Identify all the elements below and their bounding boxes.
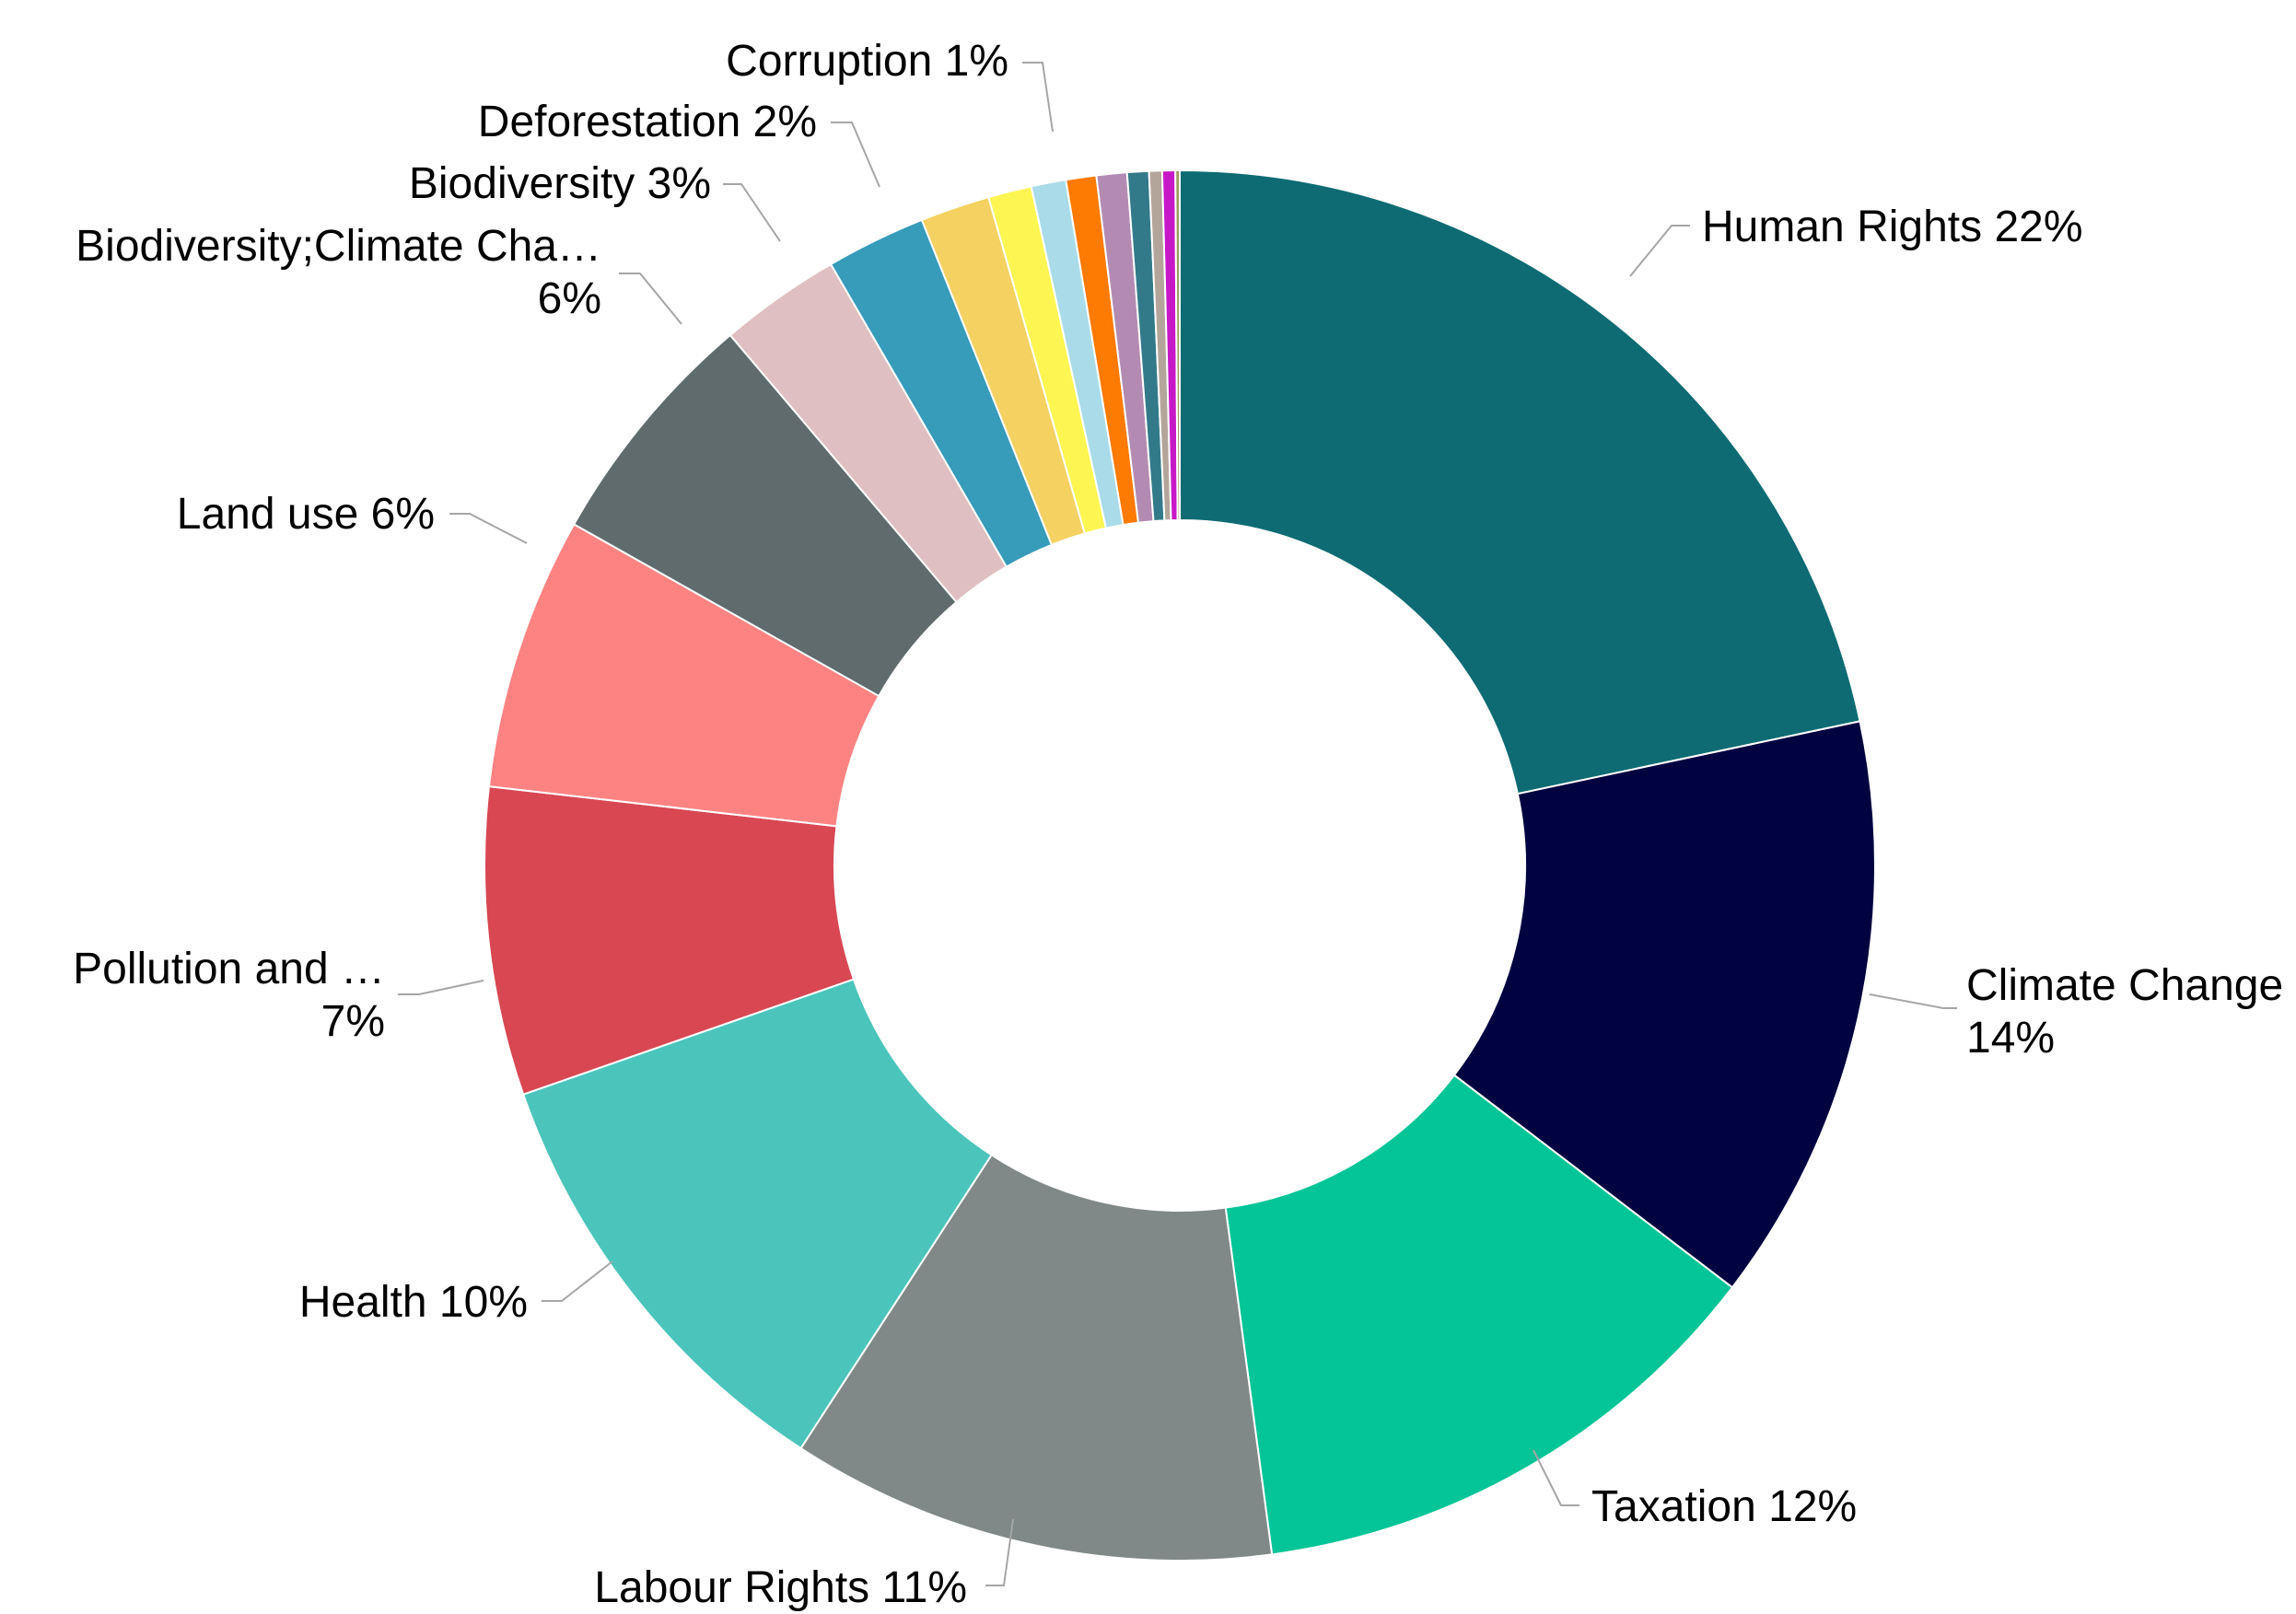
leader-line-biodiversity bbox=[723, 183, 781, 242]
slice-label-biodiversity-climate-cha-name: Biodiversity;Climate Cha… bbox=[76, 222, 601, 271]
leader-line-biodiversity-climate-cha bbox=[619, 273, 682, 325]
slice-label-biodiversity: Biodiversity 3% bbox=[409, 159, 711, 208]
slice-label-pollution-and-name: Pollution and … bbox=[73, 945, 385, 993]
slice-unlabeled-18 bbox=[1174, 168, 1181, 522]
slice-label-pollution-and-pct: 7% bbox=[321, 997, 385, 1046]
slice-labour-rights bbox=[799, 1154, 1274, 1562]
leader-line-taxation bbox=[1533, 1449, 1579, 1506]
leader-line-pollution-and bbox=[398, 980, 484, 995]
slice-climate-change bbox=[1452, 720, 1877, 1289]
leader-line-climate-change bbox=[1869, 993, 1957, 1009]
slice-taxation bbox=[1224, 1074, 1734, 1556]
slice-label-labour-rights: Labour Rights 11% bbox=[594, 1563, 967, 1612]
slice-label-human-rights: Human Rights 22% bbox=[1702, 203, 2083, 251]
slice-label-taxation: Taxation 12% bbox=[1591, 1482, 1857, 1531]
slice-label-health: Health 10% bbox=[299, 1278, 528, 1327]
leader-line-labour-rights bbox=[985, 1518, 1014, 1586]
leader-line-land-use bbox=[449, 513, 528, 544]
slice-label-climate-change-pct: 14% bbox=[1966, 1014, 2055, 1062]
leader-line-health bbox=[542, 1260, 613, 1302]
slice-label-land-use: Land use 6% bbox=[177, 490, 435, 539]
leader-line-corruption bbox=[1022, 62, 1054, 133]
slice-label-corruption: Corruption 1% bbox=[726, 37, 1008, 86]
slice-human-rights bbox=[1179, 168, 1861, 795]
slice-health bbox=[521, 978, 994, 1450]
slice-label-climate-change-name: Climate Change bbox=[1966, 961, 2283, 1010]
leader-line-human-rights bbox=[1629, 225, 1690, 277]
leader-line-deforestation bbox=[831, 122, 880, 188]
slice-label-deforestation: Deforestation 2% bbox=[478, 98, 817, 146]
donut-slices bbox=[484, 168, 1877, 1562]
slice-label-biodiversity-climate-cha-pct: 6% bbox=[538, 274, 601, 323]
